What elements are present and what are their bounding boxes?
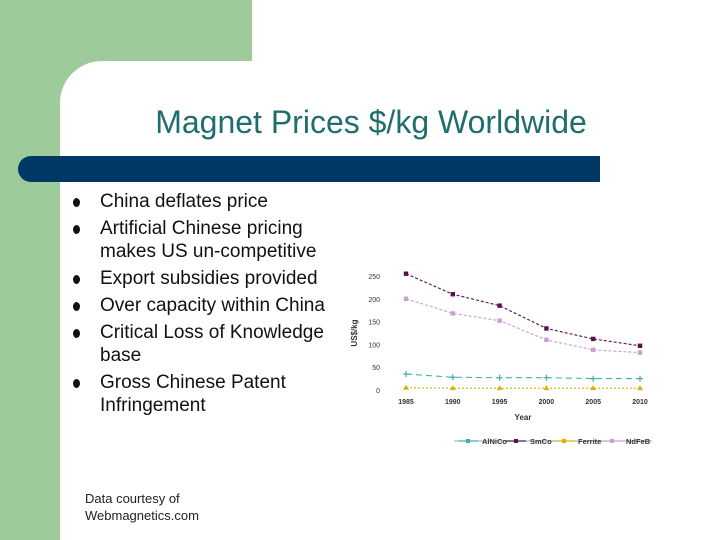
bullet-dot-icon (73, 302, 80, 311)
bullet-text: Critical Loss of Knowledge base (100, 322, 324, 366)
bullet-list: China deflates price Artificial Chinese … (72, 190, 362, 421)
data-point (450, 311, 455, 316)
series-line (405, 273, 641, 347)
y-tick-label: 50 (372, 365, 380, 372)
data-point (637, 375, 643, 382)
legend-swatch-marker (562, 439, 566, 443)
x-axis-label: Year (515, 413, 532, 422)
data-point (497, 318, 502, 323)
data-point (403, 371, 409, 378)
bullet-item: Gross Chinese Patent Infringement (72, 371, 362, 417)
bullet-dot-icon (73, 379, 80, 388)
data-point (637, 350, 643, 355)
y-axis-label: US$/kg (350, 319, 359, 346)
data-point (403, 271, 409, 276)
slide-title: Magnet Prices $/kg Worldwide (155, 104, 587, 140)
data-point (496, 385, 503, 391)
x-tick-label: 2005 (585, 399, 601, 406)
bullet-text: Gross Chinese Patent Infringement (100, 372, 286, 416)
data-point (403, 296, 409, 301)
data-point (637, 343, 643, 348)
y-tick-label: 0 (376, 388, 380, 395)
legend-swatch-marker (466, 439, 470, 443)
data-point (591, 347, 596, 353)
credit-line-1: Data courtesy of (85, 491, 180, 506)
data-point (543, 385, 550, 391)
bullet-dot-icon (73, 275, 80, 284)
bullet-dot-icon (73, 198, 80, 207)
legend-swatch-marker (514, 439, 518, 443)
data-point (544, 337, 549, 343)
data-point (591, 336, 596, 342)
bullet-dot-icon (73, 329, 80, 338)
bullet-dot-icon (73, 225, 80, 234)
series-line (405, 298, 641, 354)
x-tick-label: 1995 (492, 399, 508, 406)
data-point (450, 292, 455, 297)
y-tick-label: 200 (368, 297, 380, 304)
bullet-item: Over capacity within China (72, 294, 362, 317)
legend-entry: AlNiCo (482, 437, 507, 446)
title-underline-bar (18, 156, 600, 182)
bullet-item: Export subsidies provided (72, 267, 362, 290)
y-tick-label: 100 (368, 342, 380, 349)
data-point (497, 303, 502, 308)
data-point (590, 375, 597, 382)
data-point (543, 374, 550, 381)
bullet-text: China deflates price (100, 191, 268, 212)
data-credit: Data courtesy of Webmagnetics.com (85, 490, 199, 524)
legend-entry: SmCo (530, 437, 552, 446)
bullet-item: Artificial Chinese pricing makes US un-c… (72, 217, 362, 263)
legend-entry: NdFeB (626, 437, 651, 446)
y-tick-label: 250 (368, 274, 380, 281)
x-tick-label: 1990 (445, 399, 461, 406)
data-point (449, 374, 456, 381)
bullet-text: Export subsidies provided (100, 268, 318, 289)
data-point (590, 385, 597, 391)
x-tick-label: 1985 (398, 399, 414, 406)
data-point (496, 374, 503, 381)
content-panel (60, 61, 720, 540)
bullet-text: Over capacity within China (100, 295, 325, 316)
data-point (544, 326, 549, 331)
x-tick-label: 2000 (539, 399, 555, 406)
legend-swatch-marker (610, 439, 614, 443)
bullet-text: Artificial Chinese pricing makes US un-c… (100, 218, 317, 262)
data-point (403, 384, 409, 390)
legend-entry: Ferrite (578, 437, 601, 446)
bullet-item: Critical Loss of Knowledge base (72, 321, 362, 367)
credit-line-2: Webmagnetics.com (85, 508, 199, 523)
price-chart: 0 50 100 150 200 250 1985 1990 1995 2000 2005 2010 Y… (350, 271, 652, 446)
y-tick-label: 150 (368, 320, 380, 327)
bullet-item: China deflates price (72, 190, 362, 213)
x-tick-label: 2010 (632, 399, 648, 406)
series-line (405, 373, 640, 380)
data-point (637, 385, 643, 391)
data-point (449, 385, 456, 391)
